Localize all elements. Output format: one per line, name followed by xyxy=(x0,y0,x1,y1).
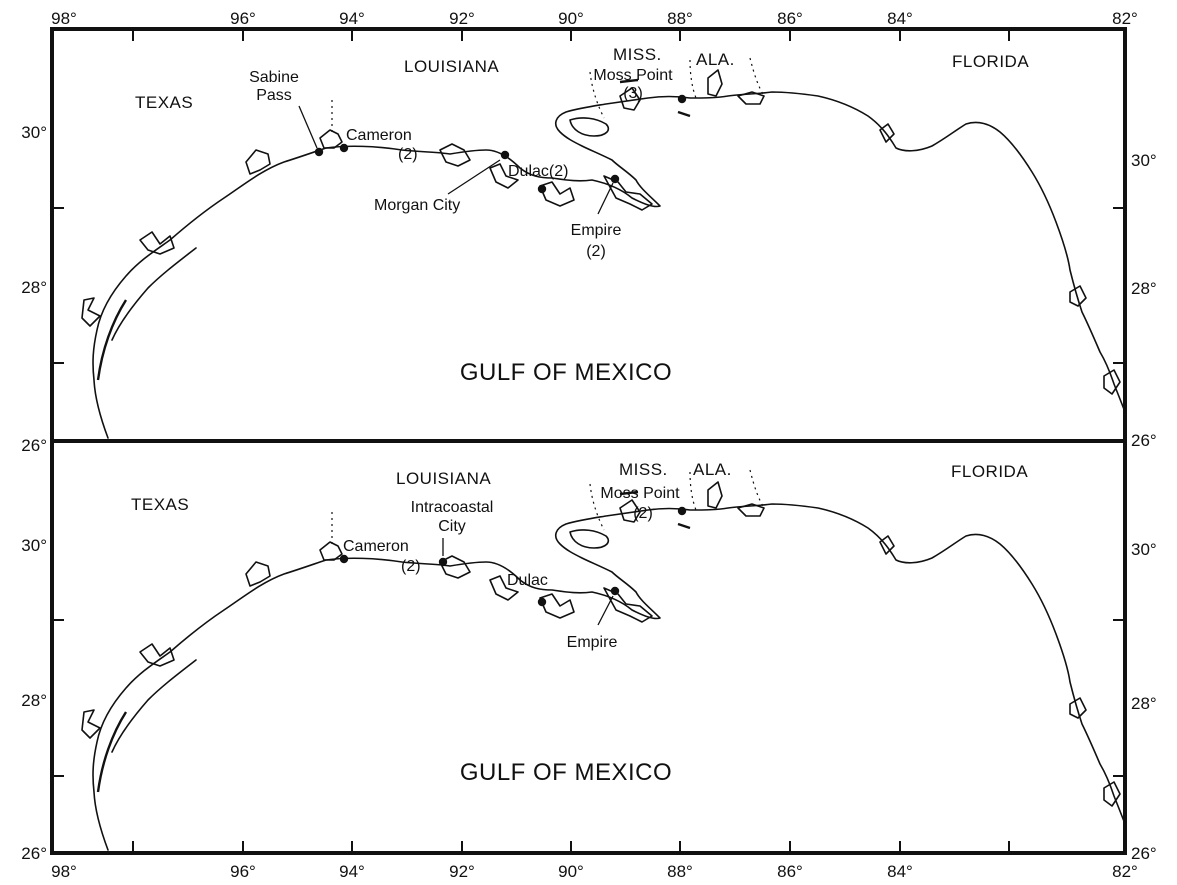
gulf-of-mexico-label: GULF OF MEXICO xyxy=(460,359,672,386)
state-label-florida: FLORIDA xyxy=(951,462,1028,481)
latitude-labels: 30° 28° 26° 30° 28° 26° 30° 28° 26° 30° … xyxy=(21,123,1156,863)
site-label-line: Cameron xyxy=(343,538,409,555)
lat-label: 26° xyxy=(21,436,47,455)
site-label-line: Morgan City xyxy=(374,197,460,214)
top-lon-label: 84° xyxy=(887,9,913,28)
site-intracoastal-city: Intracoastal City xyxy=(411,499,494,567)
site-moss-point: Moss Point (2) xyxy=(600,485,687,522)
site-label-line: (2) xyxy=(398,146,418,163)
axis-ticks xyxy=(52,29,1125,853)
lat-label: 28° xyxy=(1131,694,1157,713)
site-label-line: Empire xyxy=(571,222,622,239)
gulf-of-mexico-label: GULF OF MEXICO xyxy=(460,759,672,786)
bottom-lon-label: 92° xyxy=(449,862,475,881)
bottom-lon-label: 82° xyxy=(1112,862,1138,881)
lat-label: 30° xyxy=(21,123,47,142)
site-dulac: Dulac(2) xyxy=(508,163,568,194)
bottom-lon-label: 94° xyxy=(339,862,365,881)
site-marker xyxy=(537,597,547,607)
top-longitude-labels: 98° 96° 94° 92° 90° 88° 86° 84° 82° xyxy=(51,9,1138,28)
site-label-line: Pass xyxy=(256,87,292,104)
site-marker xyxy=(314,147,324,157)
site-label-line: Sabine xyxy=(249,69,299,86)
site-empire: Empire xyxy=(567,586,620,651)
site-sabine-pass: Sabine Pass xyxy=(249,69,324,157)
top-lon-label: 96° xyxy=(230,9,256,28)
bottom-lon-label: 86° xyxy=(777,862,803,881)
state-label-alabama: ALA. xyxy=(696,50,735,69)
site-label-line: Dulac(2) xyxy=(508,163,568,180)
site-leader xyxy=(447,159,501,195)
lat-label: 28° xyxy=(21,278,47,297)
lat-label: 28° xyxy=(21,691,47,710)
site-label-line: Moss Point xyxy=(600,485,680,502)
site-label-line: (2) xyxy=(633,505,653,522)
site-label-line: (3) xyxy=(623,85,643,102)
top-lon-label: 94° xyxy=(339,9,365,28)
site-marker xyxy=(610,174,620,184)
bottom-panel: TEXAS LOUISIANA MISS. ALA. FLORIDA GULF … xyxy=(80,460,1127,852)
lat-label: 30° xyxy=(1131,151,1157,170)
state-label-louisiana: LOUISIANA xyxy=(404,57,499,76)
site-morgan-city: Morgan City xyxy=(374,150,510,214)
site-marker xyxy=(500,150,510,160)
site-marker xyxy=(537,184,547,194)
bottom-longitude-labels: 98° 96° 94° 92° 90° 88° 86° 84° 82° xyxy=(51,862,1138,881)
bottom-lon-label: 88° xyxy=(667,862,693,881)
site-label-line: Moss Point xyxy=(593,67,673,84)
top-lon-label: 86° xyxy=(777,9,803,28)
lat-label: 26° xyxy=(21,844,47,863)
top-lon-label: 98° xyxy=(51,9,77,28)
site-label-line: City xyxy=(438,518,466,535)
site-leader xyxy=(298,105,318,149)
lat-label: 26° xyxy=(1131,844,1157,863)
state-label-florida: FLORIDA xyxy=(952,52,1029,71)
lat-label: 26° xyxy=(1131,431,1157,450)
site-cameron: Cameron (2) xyxy=(339,538,421,575)
site-empire: Empire (2) xyxy=(571,174,622,260)
top-lon-label: 82° xyxy=(1112,9,1138,28)
site-label-line: Empire xyxy=(567,634,618,651)
site-label-line: Dulac xyxy=(507,572,548,589)
site-marker xyxy=(677,506,687,516)
site-moss-point: Moss Point (3) xyxy=(593,67,687,104)
state-label-mississippi: MISS. xyxy=(613,45,662,64)
site-marker xyxy=(677,94,687,104)
bottom-lon-label: 96° xyxy=(230,862,256,881)
top-panel: TEXAS LOUISIANA MISS. ALA. FLORIDA GULF … xyxy=(80,45,1127,440)
bottom-panel-coastline xyxy=(80,468,1127,852)
bottom-lon-label: 90° xyxy=(558,862,584,881)
top-lon-label: 90° xyxy=(558,9,584,28)
top-lon-label: 92° xyxy=(449,9,475,28)
site-marker xyxy=(610,586,620,596)
state-label-texas: TEXAS xyxy=(135,93,193,112)
site-marker xyxy=(339,554,349,564)
lat-label: 28° xyxy=(1131,279,1157,298)
site-leader xyxy=(597,595,614,626)
state-label-texas: TEXAS xyxy=(131,495,189,514)
lat-label: 30° xyxy=(21,536,47,555)
site-cameron: Cameron (2) xyxy=(339,127,418,163)
top-lon-label: 88° xyxy=(667,9,693,28)
site-dulac: Dulac xyxy=(507,572,548,607)
site-label-line: Cameron xyxy=(346,127,412,144)
state-label-mississippi: MISS. xyxy=(619,460,668,479)
lat-label: 30° xyxy=(1131,540,1157,559)
site-marker xyxy=(339,143,349,153)
site-label-line: Intracoastal xyxy=(411,499,494,516)
state-label-louisiana: LOUISIANA xyxy=(396,469,491,488)
site-leader xyxy=(597,182,614,215)
site-marker xyxy=(438,557,448,567)
bottom-lon-label: 98° xyxy=(51,862,77,881)
site-label-line: (2) xyxy=(401,558,421,575)
state-label-alabama: ALA. xyxy=(693,460,732,479)
site-label-line: (2) xyxy=(586,243,606,260)
bottom-lon-label: 84° xyxy=(887,862,913,881)
